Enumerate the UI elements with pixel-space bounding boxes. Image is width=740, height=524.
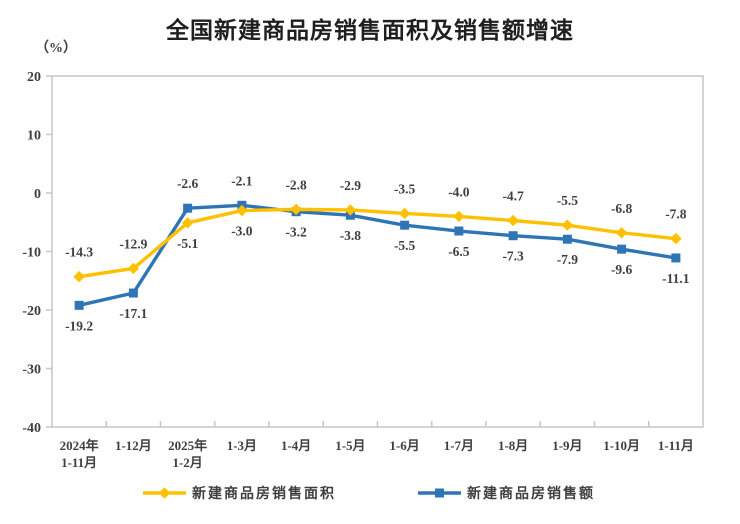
data-label: -3.8 [340, 228, 362, 243]
x-axis-category-label: 2024年 1-11月 [60, 438, 99, 470]
data-label: -7.3 [502, 249, 524, 264]
y-axis-tick-label: 10 [27, 129, 41, 144]
data-label: -7.8 [665, 207, 687, 222]
data-point-marker-series-0 [398, 207, 411, 220]
data-point-marker-series-0 [561, 219, 574, 231]
data-label: -2.6 [177, 176, 199, 191]
legend-label-0: 新建商品房销售面积 [192, 485, 336, 502]
data-label: -12.9 [119, 236, 147, 251]
data-label: -5.5 [394, 238, 416, 253]
x-axis-category-label: 1-12月 [115, 438, 152, 453]
data-label: -19.2 [65, 318, 93, 333]
series-line-0 [77, 207, 678, 279]
data-point-marker-series-0 [73, 270, 85, 283]
x-axis-category-label: 1-4月 [281, 438, 311, 453]
data-point-marker-series-1 [508, 231, 518, 241]
data-point-marker-series-1 [183, 203, 193, 213]
data-point-marker-series-0 [344, 204, 357, 216]
legend-swatch-marker-0 [158, 487, 171, 499]
y-axis-unit-label: （%） [35, 41, 77, 56]
x-axis-category-label: 1-9月 [552, 438, 582, 453]
data-point-marker-series-0 [181, 217, 194, 229]
chart-title: 全国新建商品房销售面积及销售额增速 [166, 17, 574, 43]
data-label: -5.5 [557, 193, 579, 208]
x-axis-category-label: 1-3月 [227, 438, 257, 453]
data-label: -3.5 [394, 181, 416, 196]
series-line-1 [77, 203, 678, 308]
x-axis-category-label: 1-5月 [335, 438, 365, 453]
y-axis-tick-label: -10 [22, 246, 41, 261]
data-point-marker-series-1 [454, 226, 464, 236]
data-point-marker-series-1 [562, 234, 572, 244]
data-label: -6.8 [611, 201, 633, 216]
data-label: -11.1 [662, 271, 690, 286]
data-point-marker-series-0 [127, 262, 140, 275]
y-axis-tick-label: -40 [22, 421, 41, 436]
x-axis-category-label: 2025年 1-2月 [168, 438, 207, 470]
data-point-marker-series-0 [670, 232, 682, 245]
data-point-marker-series-1 [400, 220, 410, 230]
x-axis-category-label: 1-10月 [603, 438, 640, 453]
data-label: -4.0 [448, 184, 470, 199]
data-label: -14.3 [65, 245, 93, 260]
data-label: -2.9 [340, 178, 362, 193]
data-point-marker-series-0 [507, 214, 519, 227]
data-label: -2.1 [231, 173, 253, 188]
x-axis-category-label: 1-6月 [389, 438, 419, 453]
data-label: -3.0 [231, 224, 253, 239]
data-label: -2.8 [285, 177, 307, 192]
legend-swatch-marker-1 [435, 488, 444, 498]
y-axis-tick-label: 20 [27, 70, 41, 85]
data-label: -7.9 [557, 252, 579, 267]
data-label: -5.1 [177, 236, 199, 251]
data-point-marker-series-1 [617, 244, 627, 254]
data-point-marker-series-1 [671, 253, 681, 263]
data-point-marker-series-1 [128, 288, 138, 298]
data-label: -17.1 [119, 306, 147, 321]
x-axis-category-label: 1-7月 [444, 438, 474, 453]
y-axis-tick-label: -20 [22, 304, 41, 319]
data-label: -3.2 [285, 225, 307, 240]
data-label: -6.5 [448, 244, 470, 259]
x-axis-category-label: 1-8月 [498, 438, 528, 453]
data-point-marker-series-0 [615, 227, 628, 239]
x-axis-category-label: 1-11月 [658, 438, 694, 453]
data-point-marker-series-0 [453, 210, 465, 223]
data-label: -9.6 [611, 262, 633, 277]
data-label: -4.7 [502, 188, 524, 203]
data-point-marker-series-0 [290, 203, 302, 216]
legend-label-1: 新建商品房销售额 [467, 485, 595, 502]
data-point-marker-series-1 [74, 300, 84, 310]
y-axis-tick-label: -30 [22, 363, 41, 378]
plot-border [51, 75, 704, 428]
y-axis-tick-label: 0 [34, 187, 41, 202]
data-point-marker-series-0 [236, 204, 248, 217]
